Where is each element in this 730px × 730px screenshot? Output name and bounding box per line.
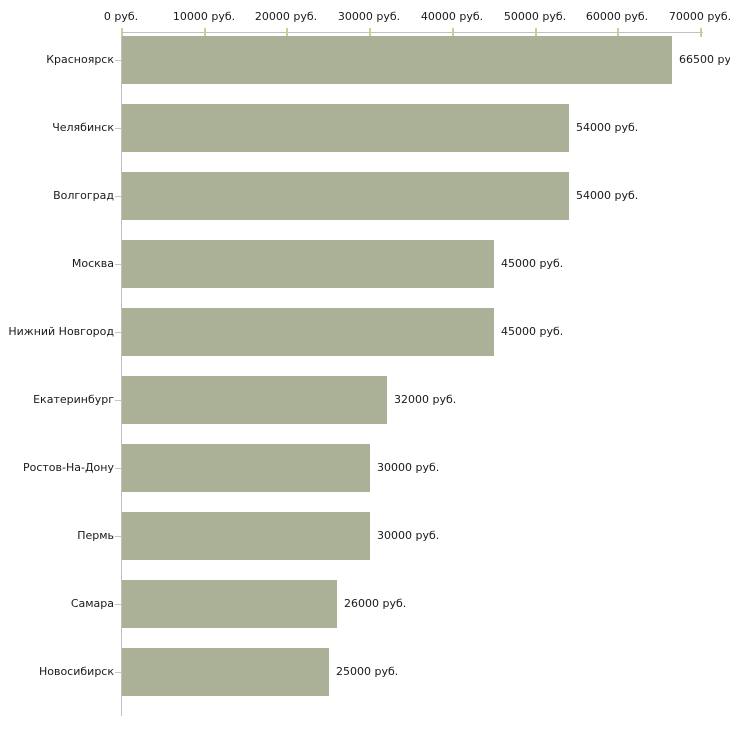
x-axis-tick [700,28,702,37]
x-axis-tick [286,28,288,37]
category-tick [115,128,121,129]
value-label: 25000 руб. [336,665,399,678]
x-axis-tick-label: 50000 руб. [503,10,567,23]
x-axis-tick-label: 60000 руб. [585,10,649,23]
y-axis-line [121,32,122,716]
category-label: Екатеринбург [33,393,114,406]
x-axis-tick [369,28,371,37]
value-label: 26000 руб. [344,597,407,610]
value-label: 54000 руб. [576,121,639,134]
bar [122,308,494,356]
x-axis-tick [617,28,619,37]
category-label: Самара [70,597,114,610]
category-tick [115,536,121,537]
value-label: 45000 руб. [501,325,564,338]
x-axis-tick [535,28,537,37]
bar [122,104,569,152]
category-tick [115,60,121,61]
category-label: Ростов-На-Дону [22,461,114,474]
x-axis-tick [452,28,454,37]
bar [122,172,569,220]
value-label: 66500 руб. [679,53,730,66]
x-axis-tick-label: 30000 руб. [337,10,401,23]
category-tick [115,400,121,401]
x-axis-tick-label: 10000 руб. [172,10,236,23]
x-axis-line [121,32,703,33]
value-label: 32000 руб. [394,393,457,406]
value-label: 30000 руб. [377,529,440,542]
value-label: 54000 руб. [576,189,639,202]
category-label: Нижний Новгород [8,325,114,338]
bar [122,648,329,696]
bar [122,512,370,560]
x-axis-tick-label: 0 руб. [103,10,139,23]
bar [122,580,337,628]
category-tick [115,332,121,333]
x-axis-tick [204,28,206,37]
category-label: Челябинск [52,121,114,134]
bar [122,376,387,424]
x-axis-tick-label: 70000 руб. [668,10,730,23]
value-label: 45000 руб. [501,257,564,270]
category-tick [115,672,121,673]
bar [122,240,494,288]
category-tick [115,264,121,265]
x-axis-tick [121,28,123,37]
bar [122,36,672,84]
x-axis-tick-label: 40000 руб. [420,10,484,23]
category-label: Волгоград [53,189,114,202]
bar [122,444,370,492]
category-label: Москва [71,257,114,270]
category-label: Новосибирск [38,665,114,678]
value-label: 30000 руб. [377,461,440,474]
category-label: Пермь [77,529,114,542]
category-tick [115,196,121,197]
x-axis-tick-label: 20000 руб. [254,10,318,23]
category-tick [115,604,121,605]
category-tick [115,468,121,469]
category-label: Красноярск [46,53,114,66]
